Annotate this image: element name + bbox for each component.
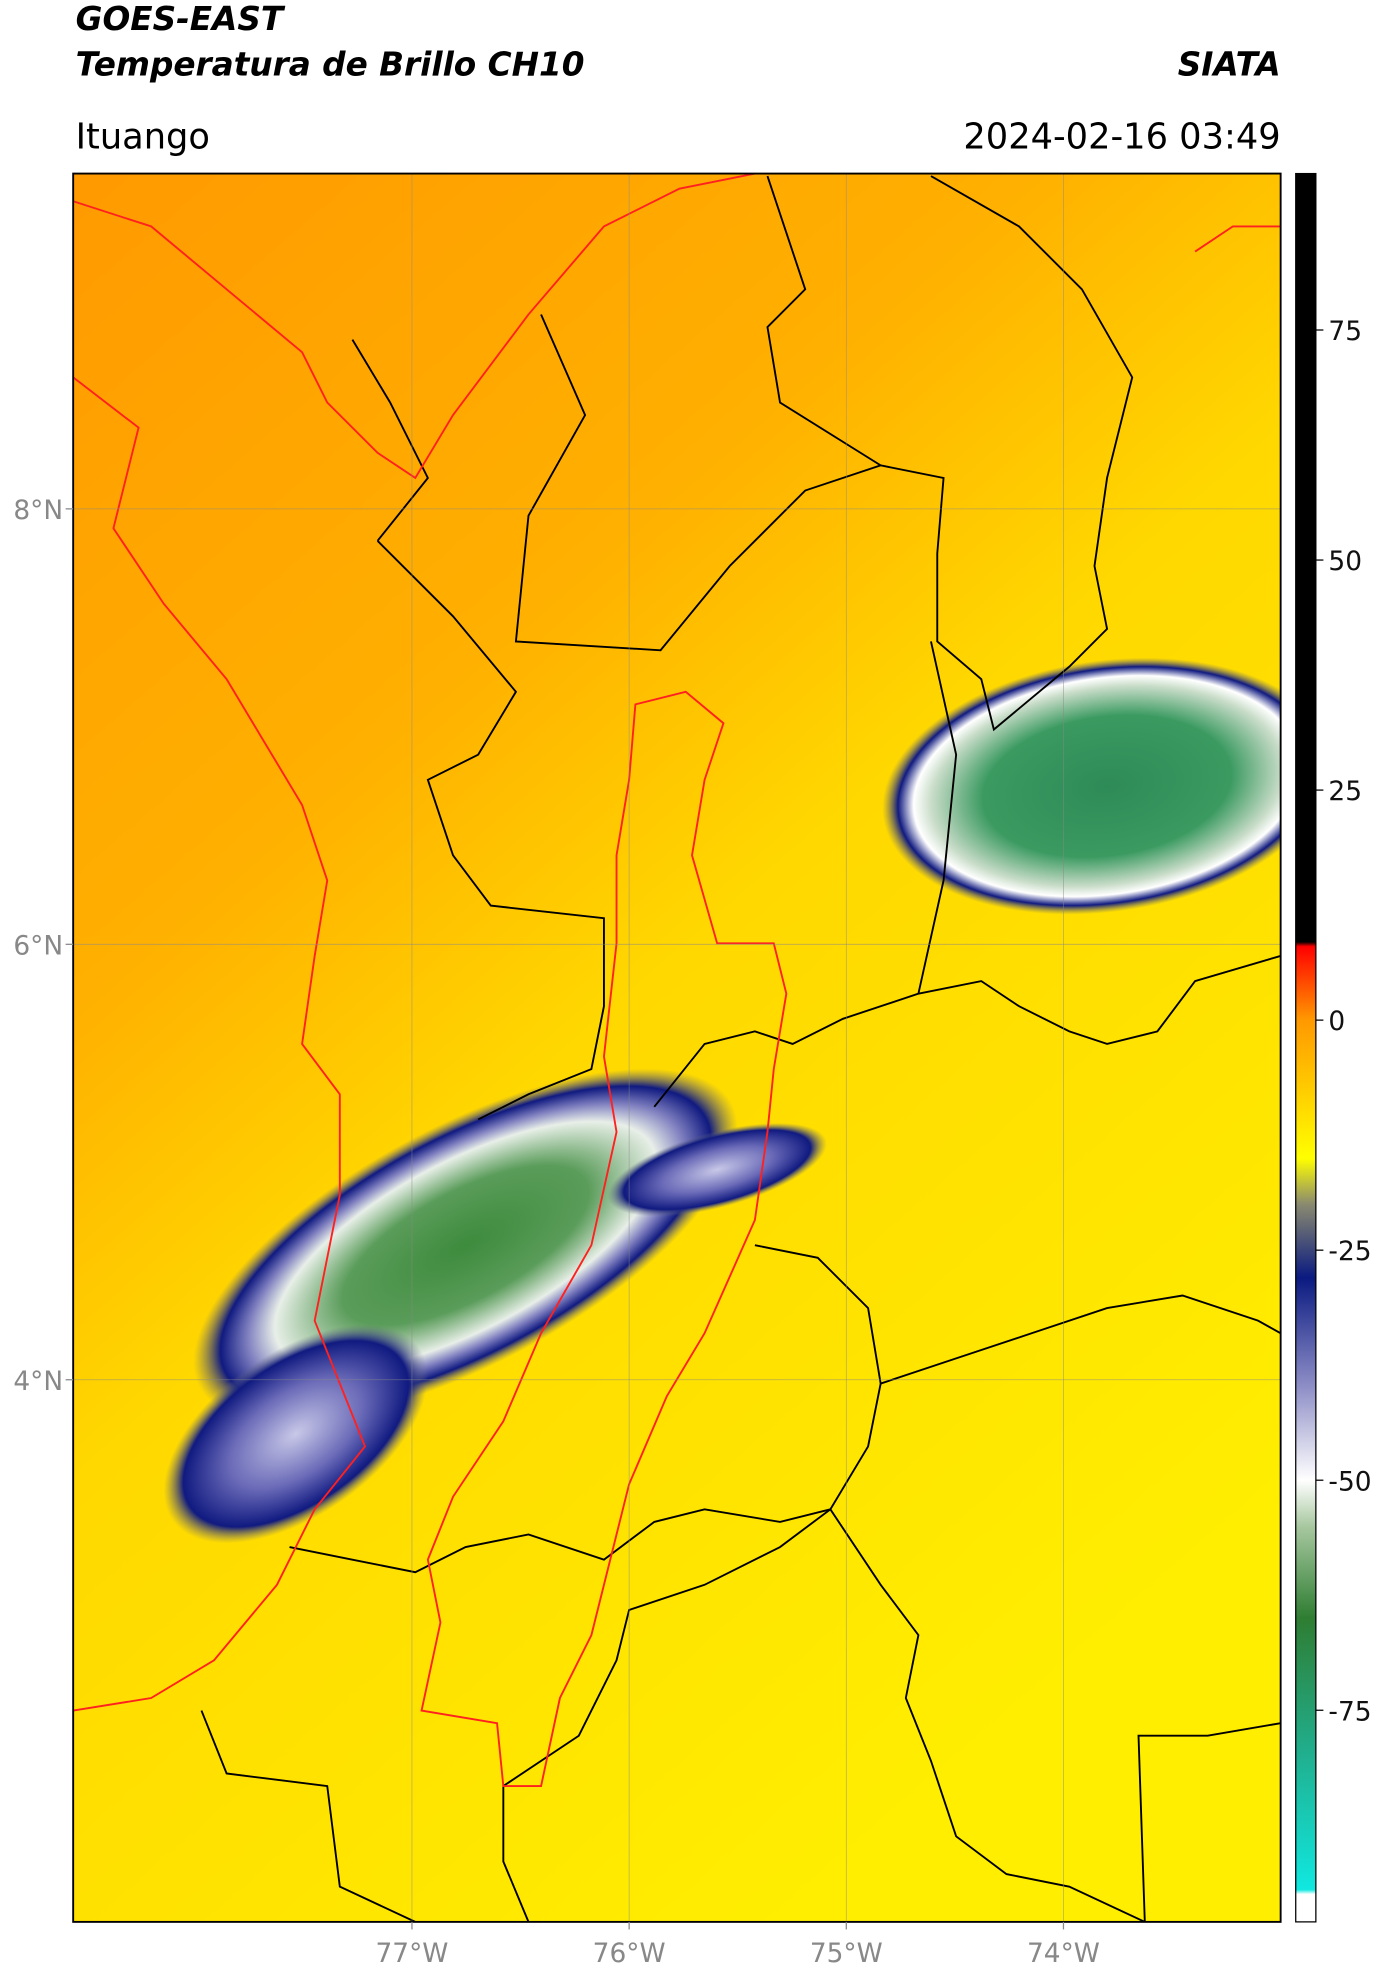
colorbar-tick-label: 0 — [1328, 1006, 1345, 1037]
colorbar-axis: 75 50 25 0 -25 -50 -75 — [1315, 316, 1372, 1727]
timestamp: 2024-02-16 03:49 — [963, 116, 1280, 157]
map-frame — [72, 172, 1282, 1923]
colorbar-tick-label: -50 — [1328, 1466, 1371, 1497]
borders — [200, 175, 1281, 1922]
colorbar-tick-label: 75 — [1328, 316, 1362, 347]
x-tick-label: 75°W — [810, 1938, 883, 1969]
coastline — [73, 173, 756, 480]
x-tick-label: 77°W — [375, 1938, 448, 1969]
location: Ituango — [76, 116, 210, 157]
map-image — [73, 173, 1281, 1922]
grid — [73, 173, 1281, 1922]
x-tick-label: 74°W — [1027, 1938, 1100, 1969]
x-tick-label: 76°W — [593, 1938, 666, 1969]
coastline — [73, 376, 367, 1712]
colorbar-tick-label: 50 — [1328, 546, 1362, 577]
title-line1: GOES-EAST — [76, 0, 286, 38]
map-background — [73, 173, 1281, 1922]
coastline — [1194, 225, 1281, 253]
colorbar-frame — [1295, 172, 1317, 1923]
colorbar-tick-label: 25 — [1328, 776, 1362, 807]
colorbar-tick-label: -25 — [1328, 1236, 1371, 1267]
cloud — [163, 1324, 429, 1544]
axes: 77°W 76°W 75°W 74°W 8°N 6°N 4°N — [13, 495, 1100, 1969]
source: SIATA — [1178, 45, 1281, 83]
cloud — [607, 1122, 827, 1217]
title-line2: Temperatura de Brillo CH10 — [76, 45, 585, 83]
y-tick-label: 6°N — [13, 930, 63, 961]
colorbar — [1295, 173, 1316, 1922]
y-tick-label: 4°N — [13, 1366, 63, 1397]
region-outline — [420, 690, 788, 1787]
colorbar-tick-label: -75 — [1328, 1696, 1371, 1727]
y-tick-label: 8°N — [13, 495, 63, 526]
cloud — [882, 657, 1281, 915]
